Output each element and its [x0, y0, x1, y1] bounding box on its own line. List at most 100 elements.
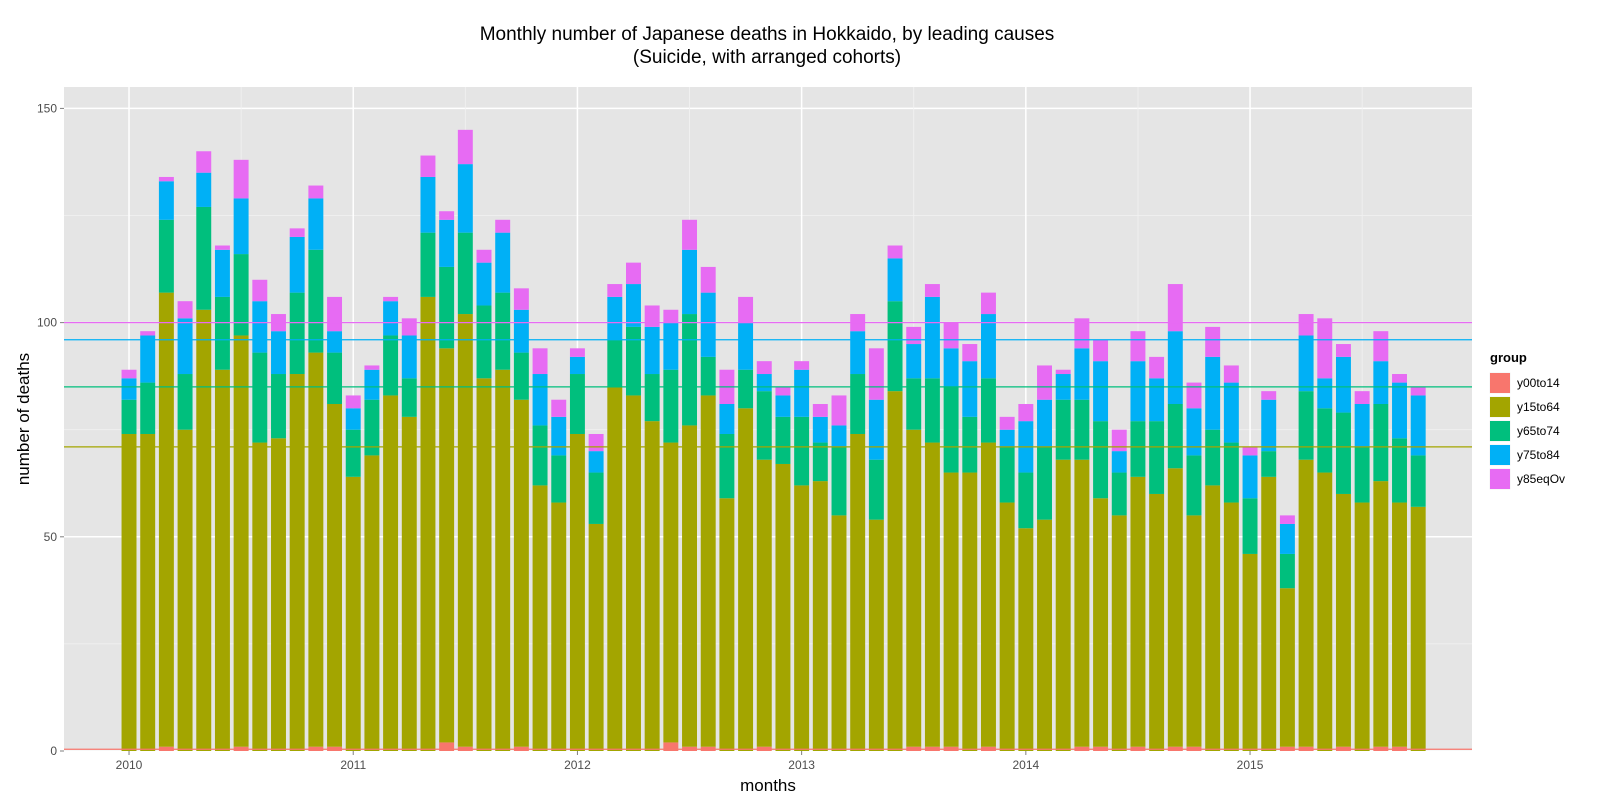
bar-segment-y75to84	[1149, 378, 1165, 422]
bar-segment-y85eqOv	[1149, 356, 1165, 379]
bar-segment-y65to74	[906, 378, 922, 430]
bar-segment-y15to64	[121, 433, 137, 751]
bar-segment-y75to84	[551, 416, 567, 456]
bar-segment-y15to64	[1093, 498, 1109, 747]
bar-segment-y85eqOv	[663, 309, 679, 323]
x-tick-label: 2013	[788, 758, 815, 772]
bar-segment-y65to74	[719, 433, 735, 499]
bar-segment-y75to84	[999, 429, 1015, 447]
bar-segment-y15to64	[719, 498, 735, 751]
bar-segment-y75to84	[532, 374, 548, 426]
bar-segment-y15to64	[1018, 528, 1034, 751]
legend-label-y65to74: y65to74	[1517, 424, 1560, 438]
bar-segment-y85eqOv	[887, 245, 903, 259]
bar-segment-y85eqOv	[980, 292, 996, 315]
bar-segment-y85eqOv	[906, 326, 922, 345]
bar-segment-y75to84	[214, 249, 230, 297]
bar-segment-y85eqOv	[756, 361, 772, 375]
bar-segment-y75to84	[513, 309, 529, 353]
bar-segment-y65to74	[943, 386, 959, 473]
bar-segment-y75to84	[887, 258, 903, 302]
bar-segment-y15to64	[1279, 588, 1295, 747]
bar-segment-y65to74	[1205, 429, 1221, 486]
bar-segment-y75to84	[1335, 356, 1351, 413]
bar-segment-y65to74	[738, 369, 754, 409]
bar-segment-y75to84	[1317, 378, 1333, 409]
bar-segment-y85eqOv	[1167, 284, 1183, 332]
bar-segment-y15to64	[513, 399, 529, 747]
bar-segment-y75to84	[1186, 408, 1202, 456]
bar-segment-y65to74	[1167, 404, 1183, 469]
bar-segment-y75to84	[1392, 382, 1407, 439]
bar-segment-y85eqOv	[233, 159, 249, 199]
bar-segment-y15to64	[812, 481, 828, 751]
x-tick-label: 2011	[340, 758, 366, 772]
bar-segment-y15to64	[887, 391, 903, 751]
bar-segment-y15to64	[158, 292, 174, 747]
bar-segment-y15to64	[1130, 476, 1146, 747]
bar-segment-y85eqOv	[700, 266, 716, 293]
bar-segment-y65to74	[457, 232, 473, 315]
bar-segment-y65to74	[1074, 399, 1090, 460]
bar-segment-y85eqOv	[1111, 429, 1127, 452]
bar-segment-y65to74	[607, 339, 623, 387]
bar-segment-y75to84	[626, 284, 641, 327]
bar-segment-y15to64	[551, 502, 567, 751]
bar-segment-y15to64	[1111, 515, 1127, 751]
bar-segment-y15to64	[924, 442, 940, 747]
bar-segment-y15to64	[1392, 502, 1407, 747]
bar-segment-y75to84	[1037, 399, 1052, 447]
bar-segment-y85eqOv	[738, 296, 754, 323]
bar-segment-y15to64	[196, 309, 212, 751]
bar-segment-y85eqOv	[812, 404, 828, 417]
bar-segment-y75to84	[1111, 451, 1127, 473]
bar-segment-y15to64	[775, 463, 791, 751]
legend-swatch-y65to74	[1490, 421, 1510, 441]
bar-segment-y85eqOv	[1410, 386, 1426, 396]
bar-segment-y65to74	[831, 446, 847, 516]
bar-segment-y75to84	[1167, 331, 1183, 405]
bar-segment-y75to84	[140, 335, 156, 383]
bar-segment-y15to64	[868, 519, 884, 751]
bar-segment-y65to74	[1111, 472, 1127, 516]
bar-segment-y65to74	[1242, 498, 1258, 554]
bar-segment-y65to74	[644, 374, 660, 422]
bar-segment-y15to64	[383, 395, 399, 751]
bar-segment-y15to64	[140, 433, 156, 751]
bar-segment-y15to64	[682, 425, 698, 747]
bar-segment-y85eqOv	[420, 155, 436, 177]
bar-segment-y65to74	[569, 374, 585, 434]
bar-segment-y15to64	[756, 459, 772, 747]
bar-segment-y75to84	[1223, 382, 1239, 443]
bar-segment-y85eqOv	[177, 301, 193, 319]
legend-label-y15to64: y15to64	[1517, 400, 1560, 414]
bar-segment-y65to74	[327, 352, 343, 405]
bar-segment-y65to74	[1373, 404, 1389, 482]
bar-segment-y15to64	[457, 314, 473, 747]
bar-segment-y15to64	[1037, 519, 1052, 751]
bar-segment-y65to74	[1354, 446, 1370, 503]
bar-segment-y65to74	[1093, 421, 1109, 499]
bar-segment-y85eqOv	[1373, 331, 1389, 362]
x-tick-label: 2014	[1012, 758, 1039, 772]
x-axis-label: months	[740, 776, 796, 795]
bar-segment-y65to74	[1410, 455, 1426, 507]
bar-segment-y85eqOv	[121, 369, 137, 379]
bar-segment-y15to64	[401, 416, 417, 751]
bar-segment-y85eqOv	[513, 288, 529, 310]
bar-segment-y75to84	[495, 232, 511, 293]
y-tick-label: 0	[50, 744, 57, 758]
bar-segment-y65to74	[663, 369, 679, 443]
bar-segment-y85eqOv	[924, 284, 940, 297]
bar-segment-y85eqOv	[1223, 365, 1239, 383]
bar-segment-y85eqOv	[327, 296, 343, 332]
bar-segment-y85eqOv	[794, 361, 810, 370]
bar-segment-y75to84	[794, 369, 810, 417]
bar-segment-y15to64	[271, 438, 286, 751]
bar-segment-y75to84	[289, 236, 305, 293]
bar-segment-y85eqOv	[1317, 318, 1333, 379]
bar-segment-y85eqOv	[1093, 339, 1109, 362]
bar-segment-y15to64	[214, 369, 230, 751]
bar-segment-y75to84	[700, 292, 716, 357]
bar-segment-y15to64	[1223, 502, 1239, 751]
